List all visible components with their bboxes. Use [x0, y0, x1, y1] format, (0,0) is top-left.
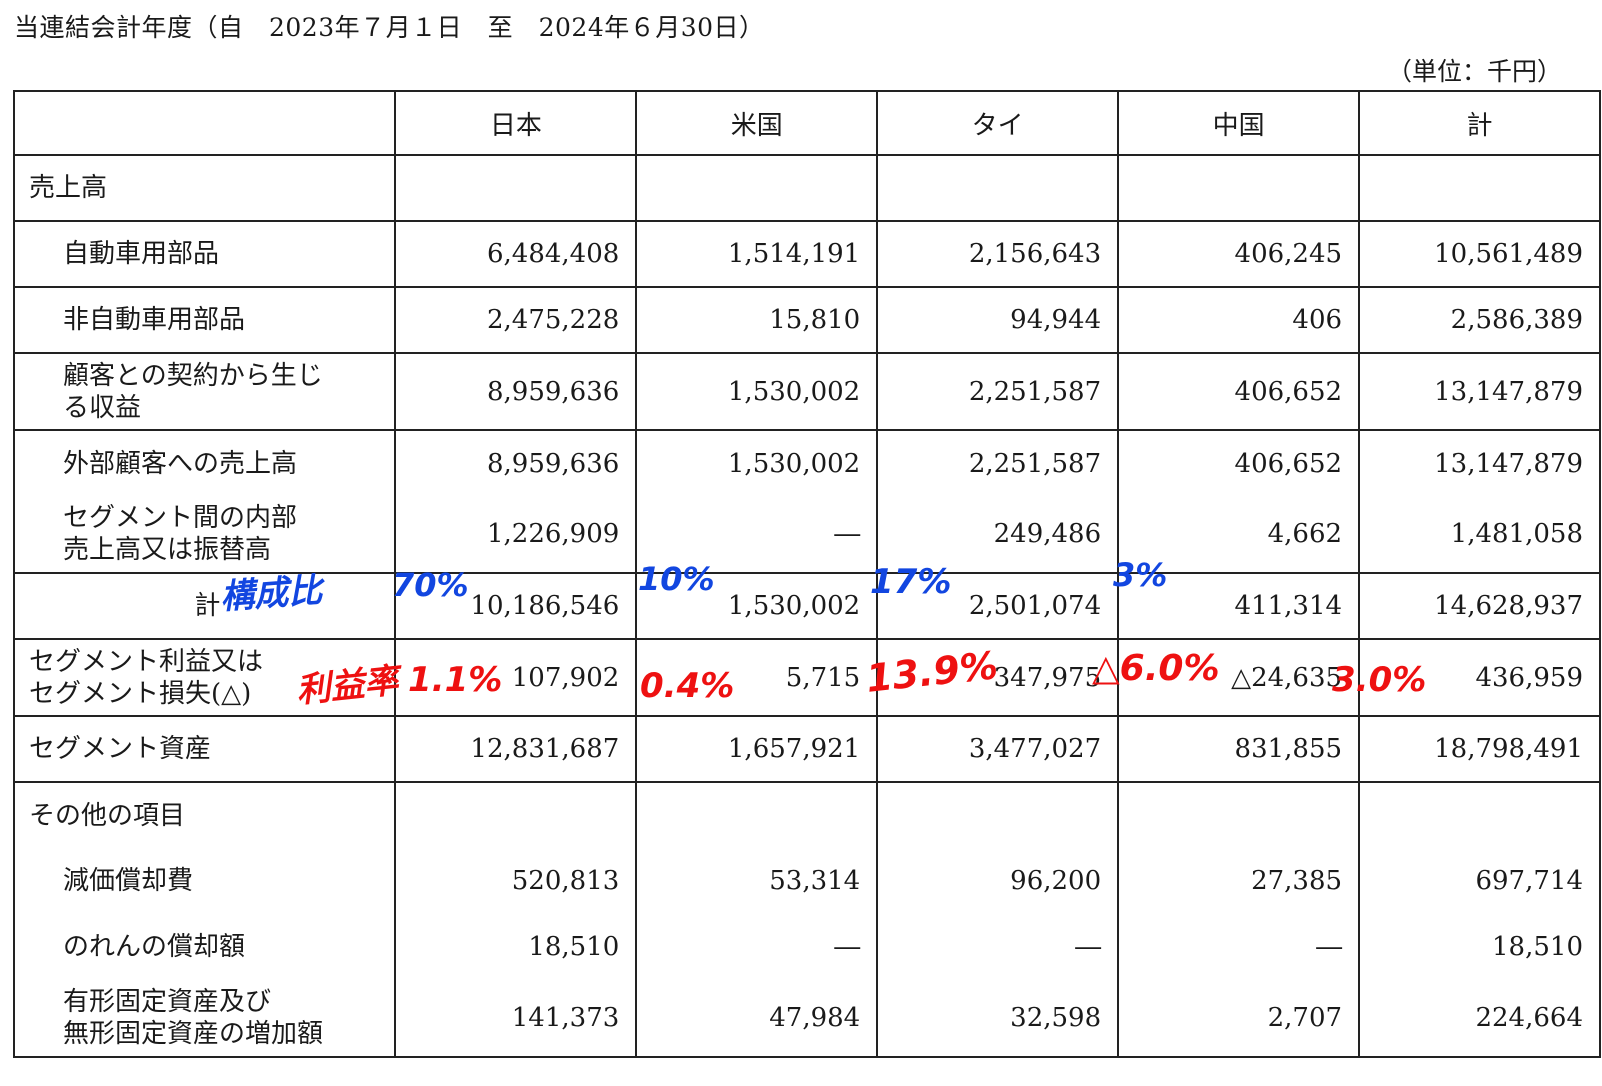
cell-value: ― [1117, 914, 1361, 980]
cell-value: 94,944 [876, 286, 1120, 354]
cell-value: 1,530,002 [635, 352, 879, 431]
cell-value: 406 [1117, 286, 1361, 354]
cell-value: 14,628,937 [1358, 572, 1601, 640]
cell-value: 8,959,636 [394, 429, 638, 496]
cell-value: 1,530,002 [635, 572, 879, 640]
cell-value: ― [876, 914, 1120, 980]
row-label-segment-profit: セグメント利益又は セグメント損失(△) [12, 638, 397, 717]
col-header-china: 中国 [1117, 90, 1361, 156]
row-label-segment-assets: セグメント資産 [12, 715, 397, 783]
table-row: 自動車用部品 6,484,408 1,514,191 2,156,643 406… [12, 220, 1601, 288]
row-label-goodwill: のれんの償却額 [12, 914, 397, 980]
row-label-depreciation: 減価償却費 [12, 848, 397, 914]
cell-value: 27,385 [1117, 848, 1361, 914]
label-line: 売上高又は振替高 [63, 535, 272, 565]
table-row: セグメント資産 12,831,687 1,657,921 3,477,027 8… [12, 715, 1601, 783]
row-label-contract-revenue: 顧客との契約から生じ る収益 [12, 352, 397, 431]
cell-value: 10,186,546 [394, 572, 638, 640]
table-row: 計 10,186,546 1,530,002 2,501,074 411,314… [12, 572, 1601, 640]
table-row: 外部顧客への売上高 8,959,636 1,530,002 2,251,587 … [12, 429, 1601, 496]
cell-value: 347,975 [876, 638, 1120, 717]
table-row: 非自動車用部品 2,475,228 15,810 94,944 406 2,58… [12, 286, 1601, 354]
cell-value: 47,984 [635, 980, 879, 1058]
label-line: セグメント利益又は [29, 646, 264, 677]
header-row: 日本 米国 タイ 中国 計 [12, 90, 1601, 156]
cell-value: 249,486 [876, 496, 1120, 574]
cell-value: 406,652 [1117, 429, 1361, 496]
label-line: 無形固定資産の増加額 [63, 1019, 324, 1049]
cell-value: 2,251,587 [876, 352, 1120, 431]
label-line: 顧客との契約から生じ [63, 360, 323, 391]
table-row: 有形固定資産及び 無形固定資産の増加額 141,373 47,984 32,59… [12, 980, 1601, 1058]
table-row: 減価償却費 520,813 53,314 96,200 27,385 697,7… [12, 848, 1601, 914]
cell-value: 2,475,228 [394, 286, 638, 354]
cell-value: 697,714 [1358, 848, 1601, 914]
table-row: セグメント間の内部 売上高又は振替高 1,226,909 ― 249,486 4… [12, 496, 1601, 574]
cell-value: 3,477,027 [876, 715, 1120, 783]
col-header-usa: 米国 [635, 90, 879, 156]
col-header-japan: 日本 [394, 90, 638, 156]
row-label-sales: 売上高 [12, 154, 397, 222]
cell-value: 520,813 [394, 848, 638, 914]
table-row: 顧客との契約から生じ る収益 8,959,636 1,530,002 2,251… [12, 352, 1601, 431]
cell-value: 406,652 [1117, 352, 1361, 431]
table-row: セグメント利益又は セグメント損失(△) 107,902 5,715 347,9… [12, 638, 1601, 717]
cell-value: 18,510 [1358, 914, 1601, 980]
cell-value: 10,561,489 [1358, 220, 1601, 288]
cell-value: 32,598 [876, 980, 1120, 1058]
label-line: セグメント間の内部 [63, 503, 298, 533]
label-line: 有形固定資産及び [63, 987, 272, 1017]
cell-value: 224,664 [1358, 980, 1601, 1058]
row-label-intersegment: セグメント間の内部 売上高又は振替高 [12, 496, 397, 574]
cell-value: 15,810 [635, 286, 879, 354]
cell-value: 411,314 [1117, 572, 1361, 640]
cell-value: 831,855 [1117, 715, 1361, 783]
header-empty-cell [12, 90, 397, 156]
cell-value: 12,831,687 [394, 715, 638, 783]
cell-value: 1,514,191 [635, 220, 879, 288]
table-row: のれんの償却額 18,510 ― ― ― 18,510 [12, 914, 1601, 980]
cell-value: 107,902 [394, 638, 638, 717]
row-label-capex: 有形固定資産及び 無形固定資産の増加額 [12, 980, 397, 1058]
cell-value: 18,510 [394, 914, 638, 980]
segment-table: 日本 米国 タイ 中国 計 売上高 自動車用部品 6,484,408 1,514… [12, 90, 1601, 1058]
cell-value: △24,635 [1117, 638, 1361, 717]
cell-value: ― [635, 914, 879, 980]
cell-value: 2,586,389 [1358, 286, 1601, 354]
cell-value: 18,798,491 [1358, 715, 1601, 783]
cell-value: 8,959,636 [394, 352, 638, 431]
cell-value: 13,147,879 [1358, 352, 1601, 431]
row-label-auto-parts: 自動車用部品 [12, 220, 397, 288]
cell-value: 4,662 [1117, 496, 1361, 574]
row-label-external-sales: 外部顧客への売上高 [12, 429, 397, 496]
label-line: セグメント損失(△) [29, 678, 252, 709]
cell-value: 1,481,058 [1358, 496, 1601, 574]
cell-value: 2,156,643 [876, 220, 1120, 288]
table-row: 売上高 [12, 154, 1601, 222]
col-header-thailand: タイ [876, 90, 1120, 156]
row-label-other-items: その他の項目 [12, 781, 397, 848]
cell-value: 1,530,002 [635, 429, 879, 496]
cell-value: 2,251,587 [876, 429, 1120, 496]
cell-value: 406,245 [1117, 220, 1361, 288]
cell-value: 2,501,074 [876, 572, 1120, 640]
cell-value: 96,200 [876, 848, 1120, 914]
cell-value: 6,484,408 [394, 220, 638, 288]
cell-value: 13,147,879 [1358, 429, 1601, 496]
row-label-non-auto-parts: 非自動車用部品 [12, 286, 397, 354]
cell-value: 436,959 [1358, 638, 1601, 717]
col-header-total: 計 [1358, 90, 1601, 156]
label-line: る収益 [63, 392, 142, 423]
unit-label: （単位：千円） [1386, 57, 1562, 86]
cell-value: 1,226,909 [394, 496, 638, 574]
table-row: その他の項目 [12, 781, 1601, 848]
cell-value: 5,715 [635, 638, 879, 717]
period-title: 当連結会計年度（自 2023年７月１日 至 2024年６月30日） [14, 13, 765, 42]
cell-value: 2,707 [1117, 980, 1361, 1058]
cell-value: 1,657,921 [635, 715, 879, 783]
cell-value: 53,314 [635, 848, 879, 914]
row-label-subtotal: 計 [12, 572, 397, 640]
cell-value: 141,373 [394, 980, 638, 1058]
cell-value: ― [635, 496, 879, 574]
